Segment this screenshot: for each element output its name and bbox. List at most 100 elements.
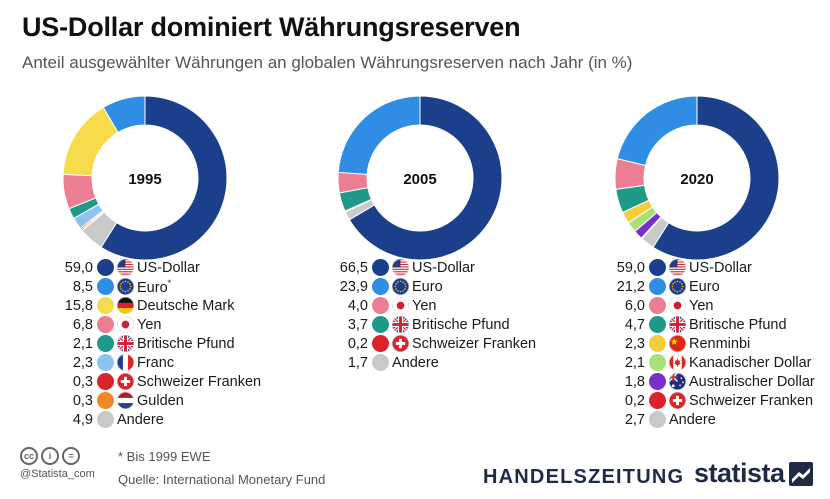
flag-jp-icon <box>669 297 686 314</box>
legend-1995: 59,0 US-Dollar 8,5 Euro* 15,8 Deutsche Mark 6,… <box>55 258 315 429</box>
legend-color-swatch <box>649 278 666 295</box>
flag-uk-icon <box>392 316 409 333</box>
legend-item-gulden: 0,3 Gulden <box>55 391 315 410</box>
source-note: Quelle: International Monetary Fund <box>118 472 326 487</box>
legend-item-schweizer-franken: 0,2 Schweizer Franken <box>330 334 590 353</box>
flag-au-icon <box>669 373 686 390</box>
statista-credit: @Statista_com <box>20 468 95 480</box>
flag-jp-icon <box>117 316 134 333</box>
cc-icon: cc <box>20 447 38 465</box>
legend-value: 6,8 <box>72 316 93 333</box>
legend-item-yen: 6,0 Yen <box>607 296 830 315</box>
legend-label: Schweizer Franken <box>412 335 537 352</box>
legend-item-us-dollar: 59,0 US-Dollar <box>607 258 830 277</box>
flag-ca-icon <box>669 354 686 371</box>
donut-slice-us-dollar <box>100 95 228 261</box>
legend-label: US-Dollar <box>412 259 475 276</box>
legend-item-andere: 4,9 Andere <box>55 410 315 429</box>
flag-ch-icon <box>392 335 409 352</box>
legend-color-swatch <box>97 335 114 352</box>
legend-value: 2,7 <box>624 411 645 428</box>
donut-center-label: 2020 <box>680 171 713 188</box>
flag-ch-icon <box>669 392 686 409</box>
legend-color-swatch <box>372 354 389 371</box>
legend-value: 0,2 <box>347 335 368 352</box>
legend-value: 4,9 <box>72 411 93 428</box>
flag-us-icon <box>669 259 686 276</box>
chart-panel-1995: 1995 59,0 US-Dollar 8,5 Euro* 15,8 Deutsche M… <box>55 88 305 438</box>
legend-value: 59,0 <box>64 259 93 276</box>
statista-mark-icon <box>788 461 813 486</box>
legend-value: 2,1 <box>72 335 93 352</box>
statista-logo[interactable]: statista <box>694 458 813 489</box>
handelszeitung-logo[interactable]: HANDELSZEITUNG <box>483 466 685 488</box>
legend-item-schweizer-franken: 0,2 Schweizer Franken <box>607 391 830 410</box>
legend-color-swatch <box>649 354 666 371</box>
legend-item-franc: 2,3 Franc <box>55 353 315 372</box>
legend-label: Yen <box>137 316 162 333</box>
legend-item-us-dollar: 66,5 US-Dollar <box>330 258 590 277</box>
flag-us-icon <box>392 259 409 276</box>
legend-value: 1,7 <box>347 354 368 371</box>
legend-color-swatch <box>372 316 389 333</box>
legend-value: 23,9 <box>339 278 368 295</box>
legend-color-swatch <box>97 316 114 333</box>
legend-color-swatch <box>97 297 114 314</box>
flag-nl-icon <box>117 392 134 409</box>
legend-value: 6,0 <box>624 297 645 314</box>
donut-chart-1995: 1995 <box>62 95 228 261</box>
legend-value: 3,7 <box>347 316 368 333</box>
legend-value: 2,3 <box>72 354 93 371</box>
flag-us-icon <box>117 259 134 276</box>
legend-value: 59,0 <box>616 259 645 276</box>
legend-color-swatch <box>372 335 389 352</box>
flag-ch-icon <box>117 373 134 390</box>
legend-label: Renminbi <box>689 335 751 352</box>
flag-uk-icon <box>117 335 134 352</box>
legend-item-australischer-dollar: 1,8 Australischer Dollar <box>607 372 830 391</box>
legend-color-swatch <box>649 297 666 314</box>
legend-item-us-dollar: 59,0 US-Dollar <box>55 258 315 277</box>
flag-uk-icon <box>669 316 686 333</box>
legend-item-yen: 6,8 Yen <box>55 315 315 334</box>
nd-icon: = <box>62 447 80 465</box>
legend-label: Schweizer Franken <box>689 392 814 409</box>
legend-label: Schweizer Franken <box>137 373 262 390</box>
legend-label: Britische Pfund <box>412 316 510 333</box>
legend-item-renminbi: 2,3 Renminbi <box>607 334 830 353</box>
legend-color-swatch <box>372 297 389 314</box>
footnote: * Bis 1999 EWE <box>118 449 211 464</box>
flag-eu-icon <box>669 278 686 295</box>
flag-fr-icon <box>117 354 134 371</box>
legend-value: 2,3 <box>624 335 645 352</box>
legend-label: Euro <box>689 278 720 295</box>
legend-label: Britische Pfund <box>137 335 235 352</box>
legend-label: Gulden <box>137 392 184 409</box>
legend-item-andere: 1,7 Andere <box>330 353 590 372</box>
legend-value: 0,3 <box>72 392 93 409</box>
legend-label: Euro <box>412 278 443 295</box>
legend-2020: 59,0 US-Dollar 21,2 Euro 6,0 Yen 4,7 Britische … <box>607 258 830 429</box>
legend-value: 0,3 <box>72 373 93 390</box>
flag-de-icon <box>117 297 134 314</box>
legend-color-swatch <box>97 392 114 409</box>
legend-color-swatch <box>649 373 666 390</box>
legend-2005: 66,5 US-Dollar 23,9 Euro 4,0 Yen 3,7 Britische … <box>330 258 590 372</box>
legend-label: Yen <box>412 297 437 314</box>
legend-color-swatch <box>649 411 666 428</box>
flag-eu-icon <box>392 278 409 295</box>
donut-slice-euro <box>337 95 421 175</box>
legend-color-swatch <box>97 354 114 371</box>
legend-value: 0,2 <box>624 392 645 409</box>
legend-label: Franc <box>137 354 175 371</box>
legend-label: US-Dollar <box>137 259 200 276</box>
legend-value: 21,2 <box>616 278 645 295</box>
legend-label: Deutsche Mark <box>137 297 235 314</box>
legend-item-britische-pfund: 2,1 Britische Pfund <box>55 334 315 353</box>
legend-value: 4,7 <box>624 316 645 333</box>
legend-label: Britische Pfund <box>689 316 787 333</box>
legend-color-swatch <box>372 278 389 295</box>
donut-slice-us-dollar <box>348 95 503 261</box>
legend-item-andere: 2,7 Andere <box>607 410 830 429</box>
legend-label: Andere <box>117 411 164 428</box>
